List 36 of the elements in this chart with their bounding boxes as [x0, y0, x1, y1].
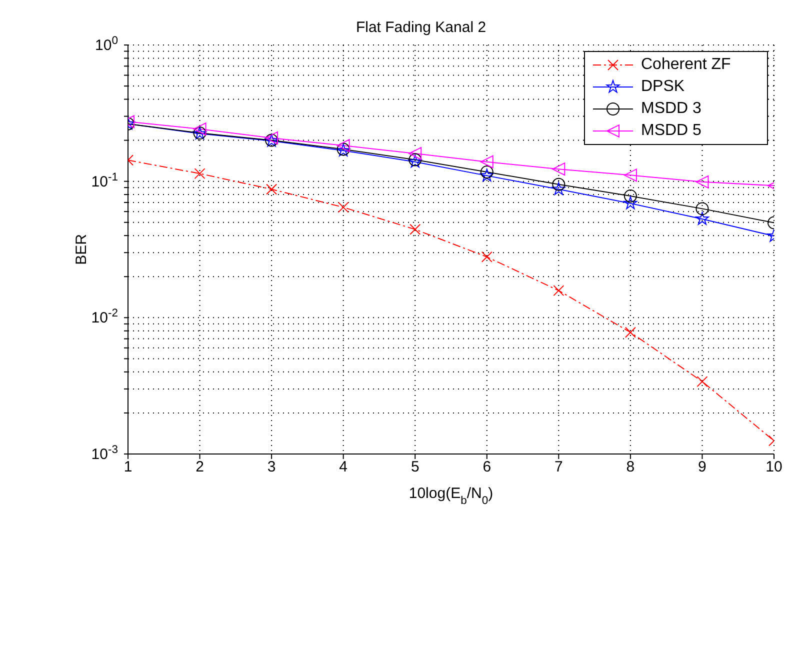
x-tick-label: 8	[626, 458, 635, 476]
point	[480, 155, 494, 168]
x-axis-title: 10log(E$_{b}$/N$_{0}$)	[408, 485, 494, 507]
y-axis-title: BER	[73, 234, 90, 265]
point	[480, 168, 494, 182]
x-tick-label: 1	[124, 458, 132, 476]
x-tick-label: 3	[267, 458, 276, 476]
point	[552, 162, 566, 176]
y-tick-label: 10$^{0}$	[95, 35, 118, 54]
y-tick-label: 10$^{-3}$	[91, 444, 118, 463]
x-tick-label: 2	[196, 458, 204, 476]
point	[552, 178, 566, 191]
x-tick-label: 6	[482, 458, 492, 476]
x-tick-label: 5	[410, 458, 420, 476]
y-tick-label: 10$^{-1}$	[91, 171, 118, 190]
point	[624, 196, 638, 210]
x-tick-label: 4	[339, 458, 348, 476]
x-tick-label: 10	[766, 458, 782, 476]
point	[336, 139, 350, 152]
point	[624, 168, 637, 182]
legend-label: MSDD 3	[641, 100, 702, 118]
point	[408, 147, 422, 160]
legend-label: DPSK	[641, 78, 685, 96]
chart-title: Flat Fading Kanal 2	[356, 19, 486, 36]
legend-label: Coherent ZF	[641, 56, 731, 74]
point	[696, 212, 709, 225]
point	[265, 131, 278, 144]
x-tick-label: 7	[554, 458, 563, 476]
point	[696, 202, 709, 216]
point	[696, 175, 709, 188]
x-tick-label: 9	[698, 458, 706, 476]
point	[552, 182, 566, 195]
legend-label: MSDD 5	[641, 122, 702, 140]
point	[480, 166, 494, 179]
y-tick-label: 10$^{-2}$	[91, 308, 118, 327]
point	[624, 190, 637, 203]
